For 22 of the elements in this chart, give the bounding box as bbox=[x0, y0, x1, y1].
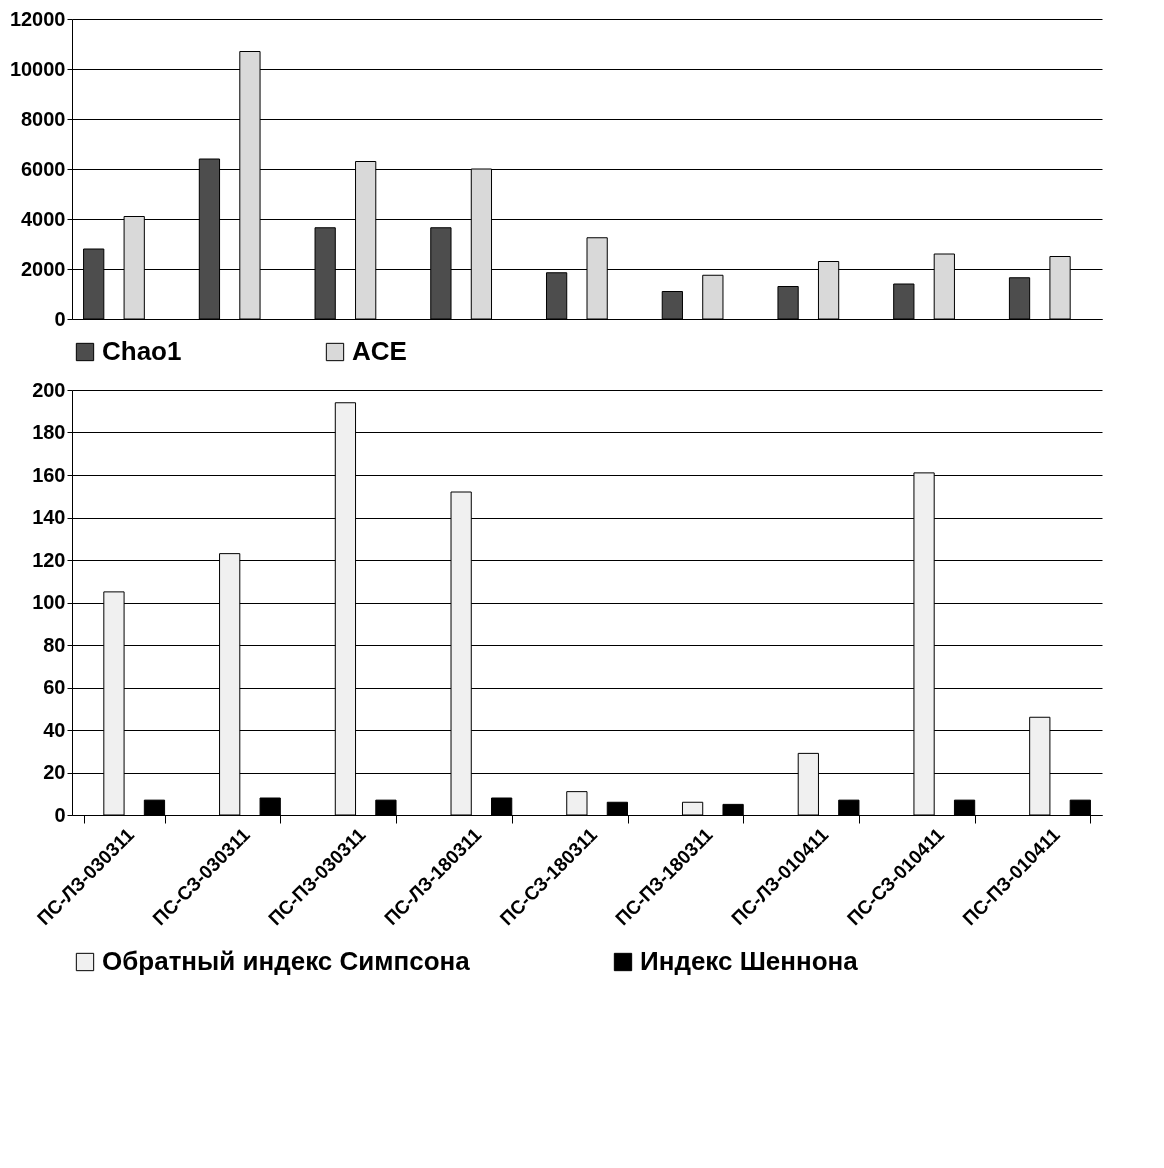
y-tick-label: 180 bbox=[32, 421, 66, 443]
y-tick-label: 6000 bbox=[21, 157, 66, 180]
y-tick-label: 12000 bbox=[9, 7, 66, 30]
y-tick-label: 40 bbox=[43, 718, 66, 741]
y-tick-label: 120 bbox=[32, 548, 66, 571]
y-tick-label: 160 bbox=[32, 463, 66, 486]
y-tick-label: 140 bbox=[32, 506, 66, 528]
legend-label: Обратный индекс Симпсона bbox=[102, 946, 471, 976]
y-tick-label: 60 bbox=[43, 676, 66, 698]
y-tick-label: 20 bbox=[43, 761, 66, 783]
y-tick-label: 80 bbox=[43, 633, 66, 656]
y-tick-label: 4000 bbox=[21, 207, 66, 230]
legend-label: Chao1 bbox=[102, 336, 182, 366]
y-tick-label: 0 bbox=[54, 307, 66, 330]
legend-label: Индекс Шеннона bbox=[640, 946, 859, 976]
y-tick-label: 0 bbox=[54, 803, 66, 826]
y-tick-label: 8000 bbox=[21, 107, 66, 130]
y-tick-label: 10000 bbox=[9, 57, 66, 80]
y-tick-label: 100 bbox=[32, 591, 66, 613]
y-tick-label: 2000 bbox=[21, 257, 66, 280]
legend-label: ACE bbox=[352, 336, 407, 366]
y-tick-label: 200 bbox=[32, 378, 66, 401]
